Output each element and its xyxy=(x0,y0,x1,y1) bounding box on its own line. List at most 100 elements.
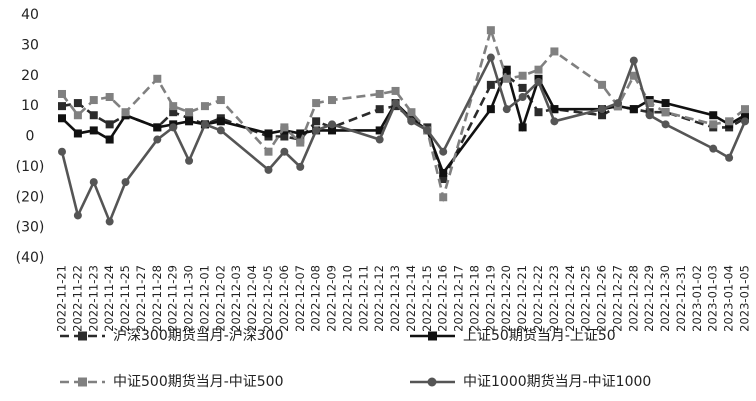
y-tick-label: (20) xyxy=(16,189,45,205)
legend-label: 上证50期货当月-上证50 xyxy=(463,327,616,344)
legend-marker xyxy=(78,331,87,341)
point xyxy=(407,108,416,117)
point xyxy=(502,105,511,114)
point xyxy=(598,105,607,114)
legend-marker xyxy=(428,331,437,341)
x-tick-label: 2022-11-30 xyxy=(182,265,196,332)
point xyxy=(169,123,178,132)
point xyxy=(439,147,448,156)
point xyxy=(375,105,384,114)
point xyxy=(518,93,527,102)
point xyxy=(121,108,130,117)
x-tick-label: 2022-12-08 xyxy=(309,265,323,332)
point xyxy=(89,96,98,105)
point xyxy=(391,86,400,95)
point xyxy=(661,99,670,108)
x-tick-label: 2022-12-01 xyxy=(197,265,211,332)
point xyxy=(629,105,638,114)
x-tick-label: 2022-12-18 xyxy=(467,265,481,332)
x-tick-label: 2022-12-04 xyxy=(245,265,259,332)
x-tick-label: 2022-12-31 xyxy=(674,265,688,332)
point xyxy=(741,111,749,120)
point xyxy=(661,108,670,117)
series-line xyxy=(60,25,746,203)
point xyxy=(73,129,82,138)
point xyxy=(169,108,178,117)
point xyxy=(629,71,638,80)
point xyxy=(296,162,305,171)
point xyxy=(375,126,384,135)
x-tick-label: 2022-11-23 xyxy=(86,265,100,332)
x-tick-label: 2022-12-06 xyxy=(277,265,291,332)
x-tick-label: 2022-12-05 xyxy=(261,265,275,332)
point xyxy=(645,99,654,108)
x-tick-label: 2022-11-24 xyxy=(102,265,116,332)
point xyxy=(105,135,114,144)
point xyxy=(169,102,178,111)
x-tick-label: 2022-12-17 xyxy=(452,265,466,332)
x-tick-label: 2022-12-14 xyxy=(404,265,418,332)
y-tick-label: (10) xyxy=(16,159,45,175)
x-tick-label: 2022-12-09 xyxy=(325,265,339,332)
y-tick-label: 10 xyxy=(21,98,39,114)
point xyxy=(725,153,734,162)
point xyxy=(661,120,670,129)
point xyxy=(296,129,305,138)
point xyxy=(534,65,543,74)
point xyxy=(89,111,98,120)
point xyxy=(598,111,607,120)
y-tick-label: (30) xyxy=(16,220,45,236)
point xyxy=(105,93,114,102)
point xyxy=(518,71,527,80)
point xyxy=(534,77,543,86)
point xyxy=(73,211,82,220)
point xyxy=(58,89,66,98)
x-tick-label: 2022-11-27 xyxy=(134,265,148,332)
point xyxy=(709,120,718,129)
point xyxy=(105,120,114,129)
x-tick-label: 2022-12-16 xyxy=(436,265,450,332)
x-tick-label: 2022-12-29 xyxy=(642,265,656,332)
point xyxy=(502,74,511,83)
point xyxy=(709,144,718,153)
point xyxy=(200,102,209,111)
point xyxy=(645,111,654,120)
point xyxy=(216,126,225,135)
point xyxy=(185,117,194,126)
point xyxy=(280,123,289,132)
y-tick-label: 40 xyxy=(21,7,39,23)
point xyxy=(439,175,448,184)
point xyxy=(725,117,734,126)
point xyxy=(613,99,622,108)
point xyxy=(216,117,225,126)
x-tick-label: 2022-12-28 xyxy=(626,265,640,332)
point xyxy=(296,138,305,147)
point xyxy=(264,129,273,138)
x-tick-label: 2022-11-21 xyxy=(55,265,69,332)
point xyxy=(550,105,559,114)
point xyxy=(105,217,114,226)
point xyxy=(153,135,162,144)
point xyxy=(439,193,448,202)
point xyxy=(629,56,638,65)
x-tick-label: 2022-12-22 xyxy=(531,265,545,332)
x-tick-label: 2022-12-30 xyxy=(658,265,672,332)
x-tick-label: 2022-11-28 xyxy=(150,265,164,332)
legend-label: 中证500期货当月-中证500 xyxy=(113,373,284,390)
point xyxy=(216,96,225,105)
x-tick-label: 2022-12-03 xyxy=(229,265,243,332)
point xyxy=(89,126,98,135)
point xyxy=(200,120,209,129)
x-tick-label: 2023-01-02 xyxy=(690,265,704,332)
legend-marker xyxy=(427,377,437,387)
point xyxy=(534,108,543,117)
point xyxy=(185,108,194,117)
point xyxy=(375,89,384,98)
legend-marker xyxy=(78,377,87,387)
point xyxy=(58,114,66,123)
point xyxy=(518,123,527,132)
x-tick-label: 2022-12-02 xyxy=(213,265,227,332)
point xyxy=(328,96,337,105)
point xyxy=(185,156,194,165)
point xyxy=(264,165,273,174)
